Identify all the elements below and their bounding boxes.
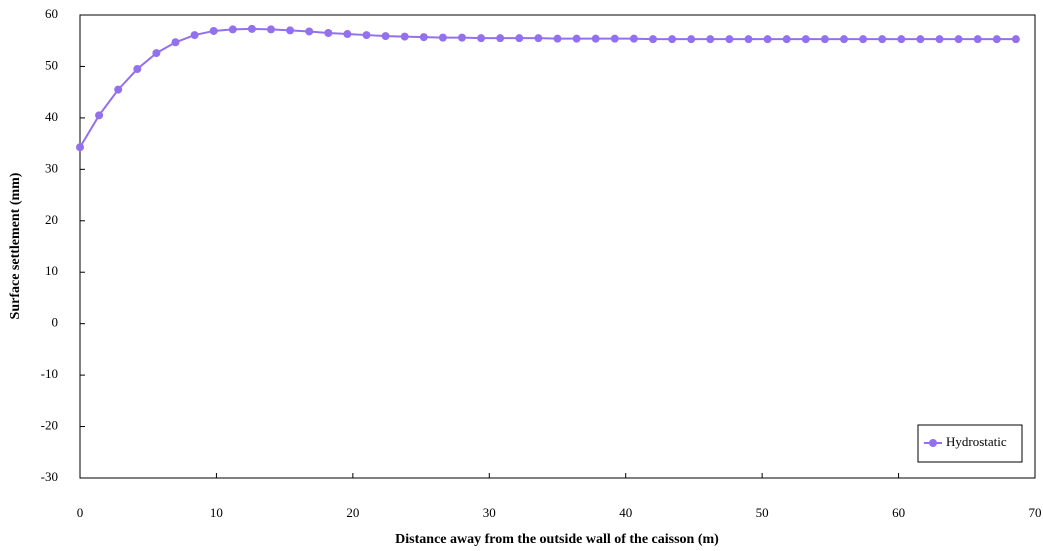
data-point bbox=[381, 32, 390, 41]
data-point bbox=[725, 35, 734, 44]
data-point bbox=[114, 85, 123, 94]
data-point bbox=[171, 38, 180, 47]
data-point bbox=[572, 34, 581, 43]
data-point bbox=[400, 32, 409, 41]
plot-frame bbox=[79, 14, 1036, 479]
data-point bbox=[629, 34, 638, 43]
data-point bbox=[954, 35, 963, 44]
y-tick-label: -20 bbox=[41, 418, 58, 433]
x-tick-label: 60 bbox=[892, 505, 905, 520]
data-point bbox=[343, 30, 352, 39]
data-point bbox=[76, 143, 84, 152]
y-tick-label: -30 bbox=[41, 469, 58, 484]
data-point bbox=[267, 25, 275, 34]
x-tick-label: 10 bbox=[210, 505, 223, 520]
data-point bbox=[610, 34, 619, 43]
data-point bbox=[897, 35, 906, 44]
data-point bbox=[477, 34, 486, 43]
series-line bbox=[79, 27, 1016, 148]
y-tick-label: 50 bbox=[45, 57, 58, 72]
data-point bbox=[706, 35, 715, 44]
data-point bbox=[668, 35, 677, 44]
legend-marker bbox=[929, 439, 937, 447]
x-tick-label: 0 bbox=[77, 505, 84, 520]
y-axis-title: Surface settlement (mm) bbox=[8, 172, 23, 319]
x-tick-label: 40 bbox=[619, 505, 632, 520]
data-point bbox=[992, 35, 1001, 44]
data-point bbox=[419, 33, 428, 42]
data-point bbox=[286, 26, 295, 35]
data-point bbox=[247, 24, 256, 33]
data-point bbox=[324, 29, 333, 38]
data-point bbox=[458, 33, 466, 42]
data-point bbox=[1011, 35, 1020, 44]
data-point bbox=[935, 35, 944, 44]
y-tick-label: 10 bbox=[45, 263, 58, 278]
y-tick-label: 20 bbox=[45, 212, 58, 227]
data-point bbox=[515, 34, 524, 43]
x-tick-label: 50 bbox=[756, 505, 769, 520]
data-point bbox=[859, 35, 868, 44]
data-point bbox=[916, 35, 925, 44]
y-tick-label: 0 bbox=[52, 315, 59, 330]
data-point bbox=[133, 65, 142, 74]
data-point bbox=[687, 35, 696, 44]
data-point bbox=[209, 26, 218, 35]
data-point bbox=[190, 31, 199, 40]
data-point bbox=[820, 35, 829, 44]
y-tick-label: 40 bbox=[45, 109, 58, 124]
data-point bbox=[95, 111, 104, 120]
data-point bbox=[801, 35, 810, 44]
data-point bbox=[744, 35, 753, 44]
x-tick-label: 70 bbox=[1029, 505, 1042, 520]
data-point bbox=[878, 35, 887, 44]
legend-label: Hydrostatic bbox=[946, 434, 1007, 449]
data-point bbox=[782, 35, 791, 44]
data-point bbox=[763, 35, 772, 44]
x-axis-title: Distance away from the outside wall of t… bbox=[395, 532, 719, 547]
data-point bbox=[152, 49, 161, 58]
data-point bbox=[553, 34, 562, 43]
data-point bbox=[840, 35, 848, 44]
data-point bbox=[438, 33, 447, 42]
data-point bbox=[534, 34, 543, 43]
data-point bbox=[591, 34, 600, 43]
data-point bbox=[496, 34, 505, 43]
x-tick-label: 20 bbox=[346, 505, 359, 520]
y-tick-label: 60 bbox=[45, 6, 58, 21]
y-tick-label: -10 bbox=[41, 366, 58, 381]
data-point bbox=[649, 35, 657, 44]
data-point bbox=[973, 35, 982, 44]
x-tick-label: 30 bbox=[483, 505, 496, 520]
data-point bbox=[228, 25, 237, 34]
data-point bbox=[305, 27, 314, 36]
legend-box bbox=[917, 424, 1023, 463]
y-tick-label: 30 bbox=[45, 160, 58, 175]
data-point bbox=[362, 31, 371, 40]
